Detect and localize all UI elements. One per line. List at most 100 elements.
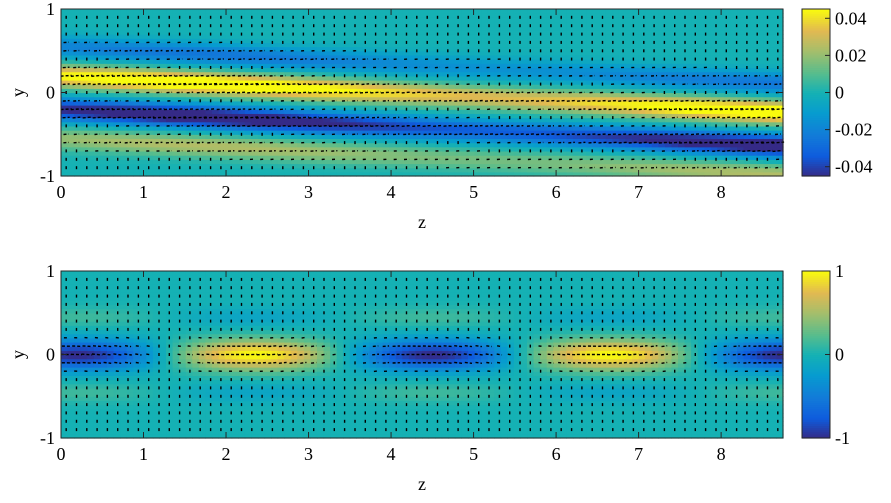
heatmap-cell — [481, 29, 489, 35]
heatmap-cell — [74, 109, 82, 114]
heatmap-cell — [605, 42, 613, 48]
heatmap-cell — [303, 50, 312, 56]
heatmap-cell — [723, 34, 732, 39]
heatmap-cell — [120, 105, 128, 110]
heatmap-cell — [218, 109, 226, 114]
heatmap-cell — [638, 63, 646, 69]
heatmap-cell — [481, 138, 489, 144]
heatmap-cell — [376, 113, 384, 119]
heatmap-cell — [730, 92, 738, 98]
heatmap-cell — [723, 150, 732, 156]
heatmap-cell — [316, 150, 325, 156]
heatmap-cell — [251, 146, 259, 152]
heatmap-cell — [494, 46, 502, 52]
heatmap-cell — [566, 105, 574, 110]
heatmap-cell — [645, 155, 653, 160]
heatmap-cell — [723, 9, 732, 14]
heatmap-cell — [625, 167, 633, 173]
heatmap-cell — [74, 88, 82, 94]
heatmap-cell — [572, 150, 581, 156]
heatmap-cell — [612, 109, 620, 114]
heatmap-cell — [166, 46, 174, 52]
velocity-arrow — [84, 133, 90, 136]
heatmap-cell — [67, 42, 75, 48]
heatmap-cell — [376, 17, 384, 23]
heatmap-cell — [185, 50, 193, 56]
heatmap-cell — [422, 29, 430, 35]
heatmap-cell — [671, 84, 679, 89]
heatmap-cell — [691, 92, 699, 98]
heatmap-cell — [238, 67, 246, 73]
heatmap-cell — [133, 125, 141, 131]
velocity-arrow — [318, 91, 330, 94]
heatmap-cell — [218, 134, 226, 140]
heatmap-cell — [152, 100, 161, 106]
heatmap-cell — [559, 155, 567, 160]
heatmap-cell — [343, 159, 351, 165]
heatmap-cell — [139, 25, 147, 31]
heatmap-cell — [172, 167, 180, 173]
heatmap-cell — [553, 125, 561, 131]
heatmap-cell — [723, 113, 732, 119]
heatmap-cell — [330, 13, 338, 18]
heatmap-cell — [415, 75, 423, 81]
heatmap-cell — [310, 42, 318, 48]
heatmap-cell — [422, 9, 430, 14]
heatmap-cell — [126, 117, 134, 123]
heatmap-cell — [684, 109, 692, 114]
heatmap-cell — [494, 167, 502, 173]
heatmap-cell — [625, 159, 633, 165]
heatmap-cell — [284, 34, 292, 39]
heatmap-cell — [120, 46, 128, 52]
heatmap-cell — [343, 121, 351, 127]
heatmap-cell — [435, 96, 443, 102]
heatmap-cell — [113, 63, 121, 69]
heatmap-cell — [664, 59, 673, 64]
heatmap-cell — [546, 171, 554, 177]
heatmap-cell — [441, 105, 449, 110]
heatmap-cell — [264, 84, 272, 89]
heatmap-cell — [632, 54, 640, 60]
heatmap-cell — [74, 50, 82, 56]
heatmap-cell — [743, 100, 751, 106]
heatmap-cell — [684, 100, 692, 106]
heatmap-cell — [671, 163, 679, 169]
heatmap-cell — [87, 167, 95, 173]
heatmap-cell — [586, 92, 594, 98]
heatmap-cell — [776, 21, 784, 27]
heatmap-cell — [533, 134, 541, 140]
heatmap-cell — [67, 146, 75, 152]
heatmap-cell — [231, 17, 239, 23]
velocity-arrow — [300, 58, 307, 61]
heatmap-cell — [684, 63, 692, 69]
heatmap-cell — [231, 75, 239, 81]
heatmap-cell — [599, 71, 607, 77]
heatmap-cell — [290, 167, 298, 173]
heatmap-cell — [743, 84, 751, 89]
heatmap-cell — [126, 84, 134, 89]
heatmap-cell — [290, 96, 298, 102]
heatmap-cell — [192, 75, 200, 81]
heatmap-cell — [717, 38, 725, 43]
heatmap-cell — [277, 163, 285, 169]
heatmap-cell — [323, 29, 331, 35]
heatmap-cell — [310, 155, 318, 160]
heatmap-cell — [408, 113, 417, 119]
heatmap-cell — [448, 159, 456, 165]
heatmap-cell — [579, 42, 587, 48]
heatmap-cell — [553, 167, 561, 173]
heatmap-cell — [677, 29, 686, 35]
heatmap-cell — [205, 63, 213, 69]
heatmap-cell — [467, 84, 476, 89]
heatmap-cell — [599, 163, 607, 169]
heatmap-cell — [592, 84, 600, 89]
heatmap-cell — [533, 113, 541, 119]
heatmap-cell — [527, 54, 535, 60]
heatmap-cell — [704, 21, 712, 27]
velocity-arrow — [203, 116, 218, 119]
heatmap-cell — [750, 38, 758, 43]
heatmap-cell — [737, 96, 745, 102]
heatmap-cell — [618, 142, 627, 148]
heatmap-cell — [435, 163, 443, 169]
velocity-arrow — [63, 133, 69, 136]
